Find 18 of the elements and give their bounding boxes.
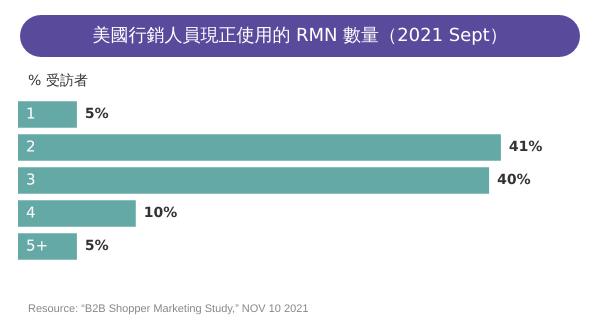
y-tick-label: 4 — [26, 203, 36, 222]
bar — [18, 200, 136, 227]
chart-title: 美國行銷人員現正使用的 RMN 數量（2021 Sept） — [20, 15, 580, 57]
bar — [18, 101, 77, 128]
bar — [18, 134, 501, 161]
data-label: 41% — [508, 139, 542, 156]
data-label: 5% — [84, 238, 109, 254]
x-axis-title: % 受訪者 — [28, 72, 88, 90]
text: Resource: “B2B Shopper Marketing Study,” NOV 10 2021 — [28, 303, 308, 315]
y-tick-label: 5+ — [26, 236, 48, 254]
data-label: 10% — [144, 205, 178, 222]
y-tick-label: 1 — [26, 104, 36, 122]
bar — [18, 233, 77, 260]
y-tick-label: 3 — [26, 170, 36, 188]
bar — [18, 167, 490, 194]
data-label: 40% — [497, 172, 531, 188]
data-label: 5% — [84, 106, 109, 122]
y-tick-label: 2 — [26, 137, 36, 156]
